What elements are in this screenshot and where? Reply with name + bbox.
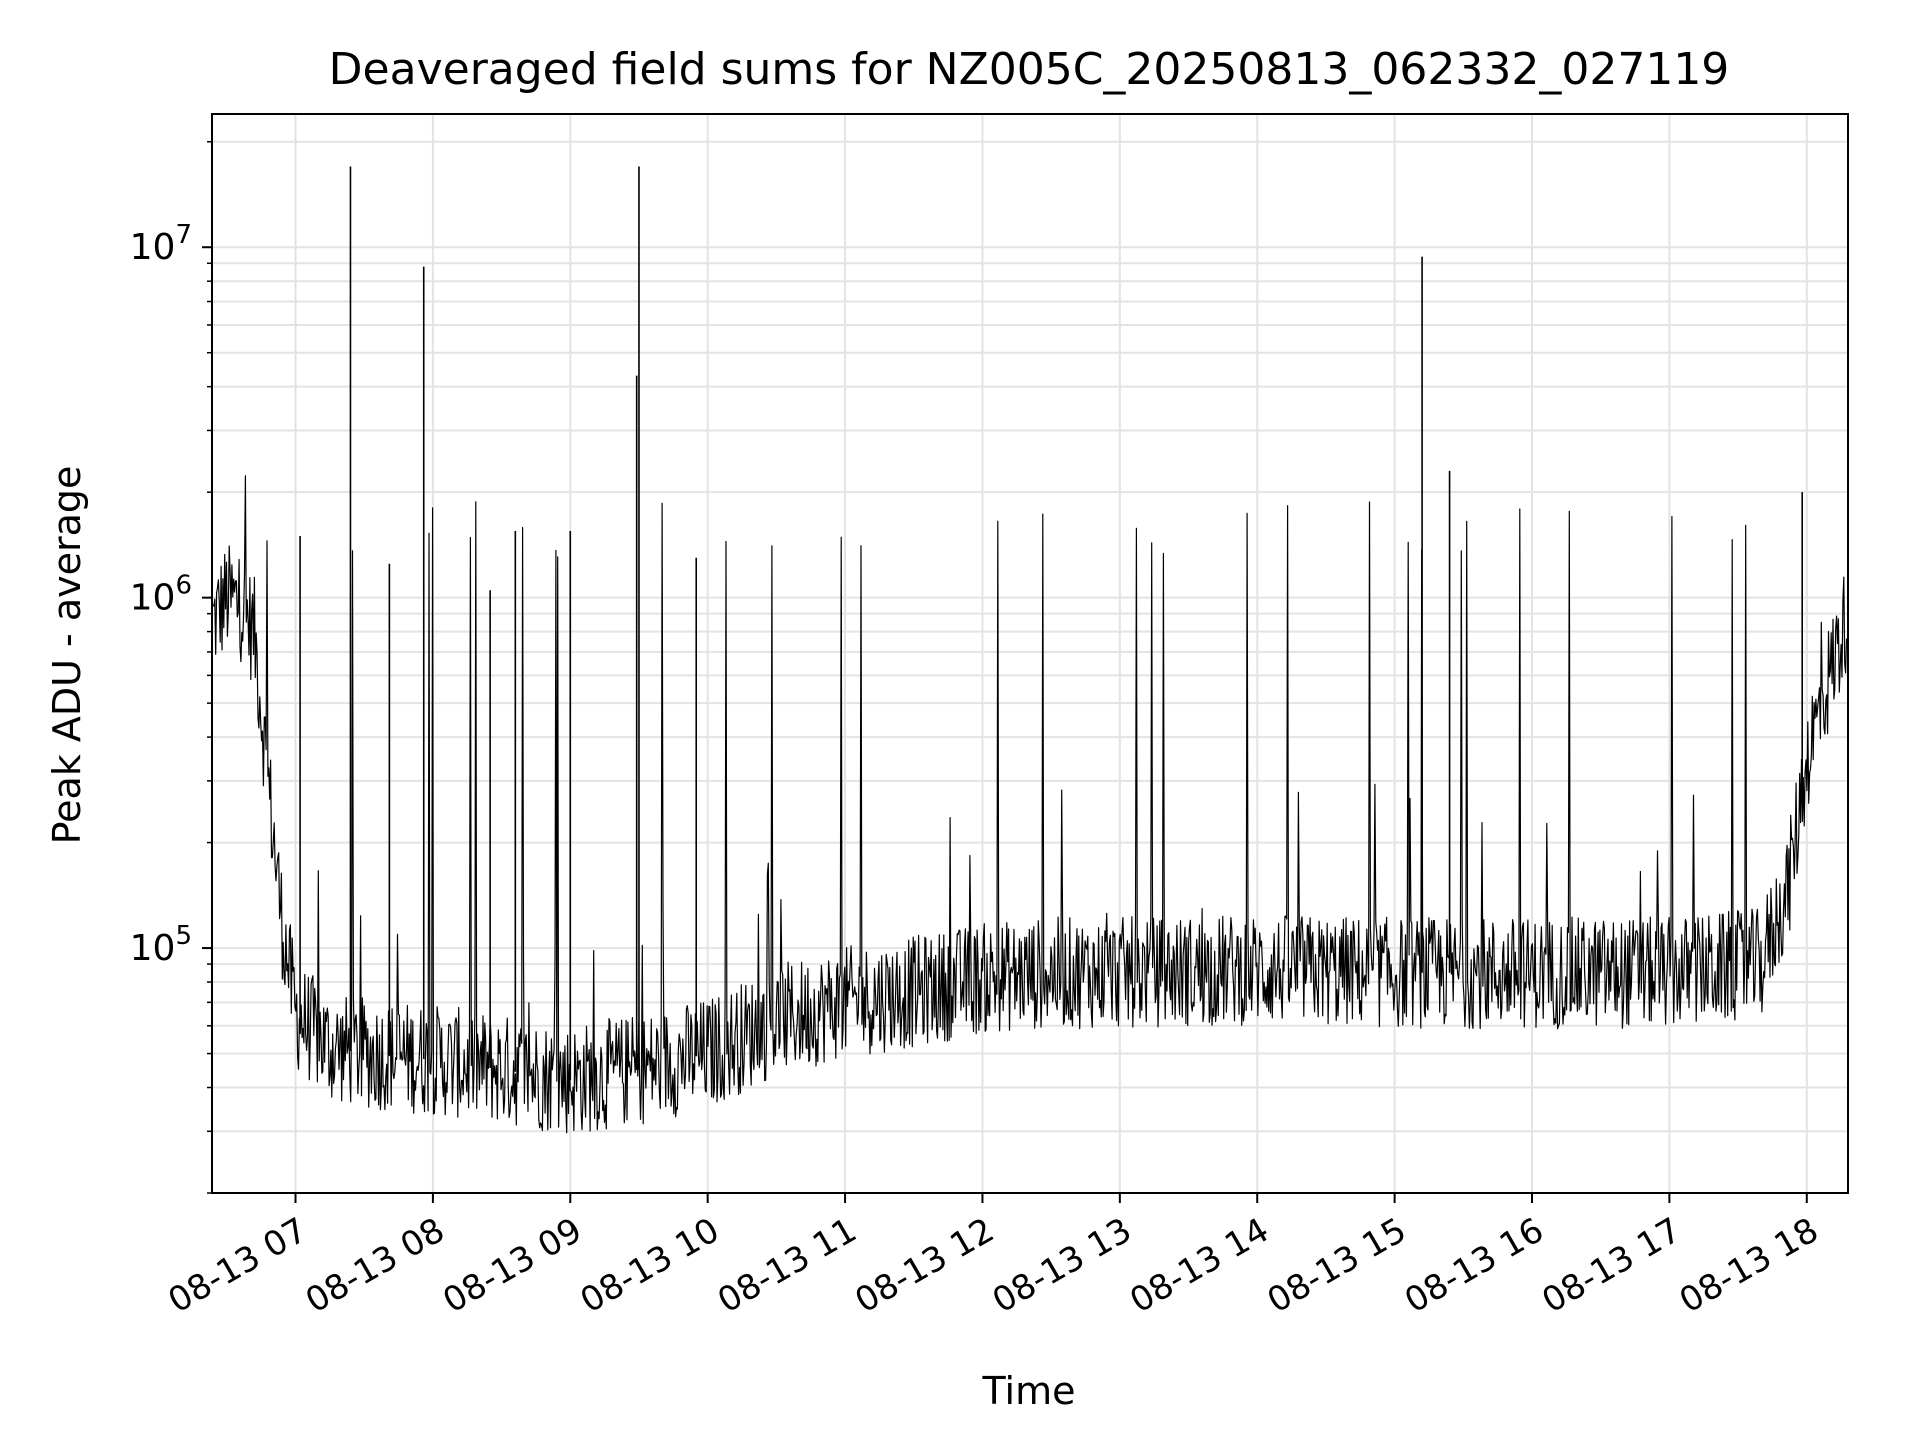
data-series [212,166,1848,1134]
plot-frame [211,113,1849,1194]
y-tick-label: 105 [130,921,192,969]
series-line [212,475,1848,1134]
chart-title: Deaveraged field sums for NZ005C_2025081… [329,44,1730,95]
x-axis-label: Time [982,1369,1076,1413]
y-tick-label: 106 [130,571,192,619]
y-axis-label: Peak ADU - average [45,466,89,845]
y-tick-label: 107 [130,220,192,268]
series-group [212,166,1848,1134]
